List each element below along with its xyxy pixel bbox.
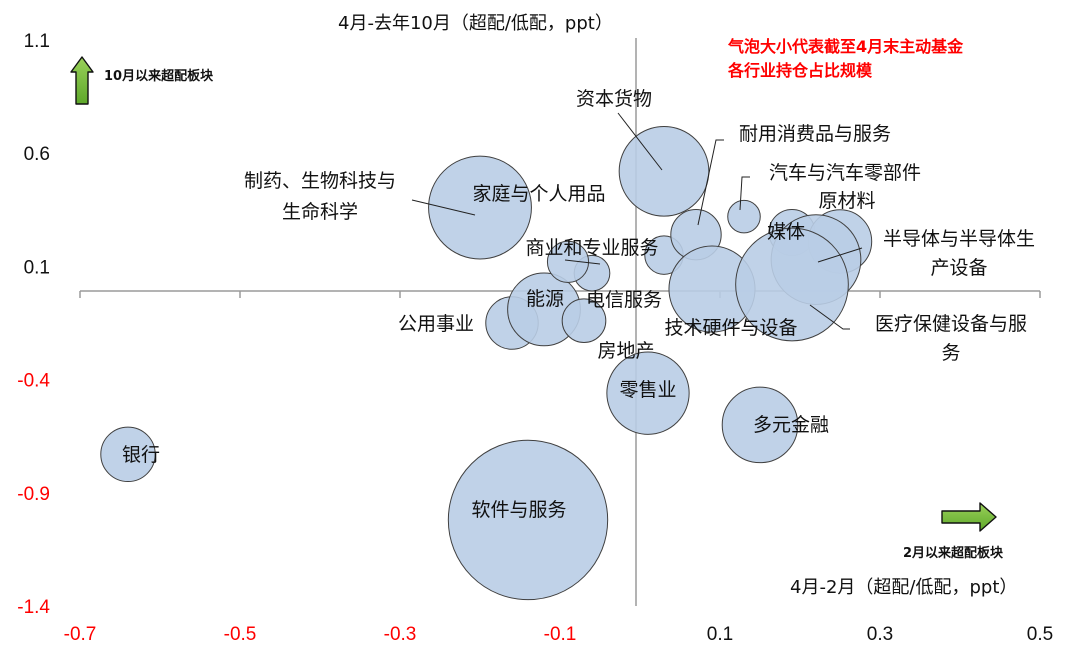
bubble: [606, 351, 690, 435]
bubble-label: 技术硬件与设备: [664, 317, 797, 339]
y-axis-title: 4月-去年10月（超配/低配，ppt）: [338, 13, 613, 34]
leader-line: [697, 139, 724, 226]
bubble-label: 汽车与汽车零部件: [769, 162, 921, 184]
y-tick-label: -1.4: [17, 597, 50, 618]
y-tick-label: -0.4: [17, 371, 50, 392]
leader-lines: [411, 112, 863, 330]
y-tick-label: -0.9: [17, 484, 50, 505]
x-tick-labels: -0.7 -0.5 -0.3 -0.1 0.1 0.3 0.5: [64, 624, 1054, 645]
bubble: [618, 125, 710, 217]
bubble-label: 公用事业: [398, 313, 474, 335]
bubble: [727, 199, 761, 234]
leader-line: [809, 304, 850, 330]
bubble-label: 零售业: [619, 379, 676, 401]
bubble-label: 能源: [526, 288, 564, 310]
leader-line: [564, 259, 601, 265]
right-arrow-icon: [941, 502, 997, 532]
bubble-label: 医疗保健设备与服: [875, 313, 1027, 335]
bubble-label: 软件与服务: [471, 499, 566, 521]
y-tick-label: 1.1: [24, 31, 50, 52]
right-arrow-label: 2月以来超配板块: [903, 545, 1004, 561]
x-tick-label: -0.1: [544, 624, 577, 645]
bubble-label: 资本货物: [576, 88, 652, 110]
bubbles: [100, 125, 873, 601]
y-tick-label: 0.1: [24, 257, 50, 278]
x-tick-label: 0.3: [867, 624, 893, 645]
bubble-label: 多元金融: [753, 414, 829, 436]
up-arrow-label: 10月以来超配板块: [104, 68, 214, 84]
bubble-label: 耐用消费品与服务: [739, 123, 891, 145]
bubble: [100, 426, 156, 483]
y-tick-label: 0.6: [24, 144, 50, 165]
bubble: [721, 386, 799, 464]
bubble: [447, 439, 609, 601]
bubble-label: 房地产: [597, 340, 654, 362]
x-tick-label: -0.7: [64, 624, 97, 645]
bubble: [561, 298, 607, 344]
leader-line: [817, 247, 863, 263]
bubble-label: 银行: [122, 444, 160, 466]
x-tick-label: 0.1: [707, 624, 733, 645]
x-tick-label: -0.5: [224, 624, 257, 645]
y-tick-labels: 1.1 0.6 0.1 -0.4 -0.9 -1.4: [17, 31, 50, 618]
leader-line: [739, 176, 750, 211]
leader-line: [617, 112, 663, 171]
x-tick-label: 0.5: [1027, 624, 1053, 645]
bubble-label: 商业和专业服务: [525, 237, 658, 259]
bubble-label: 务: [941, 342, 960, 364]
bubble-label: 制药、生物科技与: [244, 170, 396, 192]
up-arrow-icon: [70, 56, 94, 105]
bubble-label: 产设备: [930, 257, 987, 279]
bubble: [428, 155, 532, 260]
x-axis-title: 4月-2月（超配/低配，ppt）: [790, 577, 1017, 598]
bubble-label: 半导体与半导体生: [883, 228, 1035, 250]
bubble: [546, 240, 590, 283]
bubble-label: 电信服务: [586, 289, 662, 311]
bubble-label: 原材料: [818, 190, 875, 212]
leader-line: [411, 199, 476, 216]
size-note: 气泡大小代表截至4月末主动基金各行业持仓占比规模: [727, 37, 964, 80]
bubble-label: 媒体: [767, 221, 805, 243]
x-tick-label: -0.3: [384, 624, 417, 645]
bubble-label: 生命科学: [282, 201, 358, 223]
bubble-label: 家庭与个人用品: [472, 183, 605, 205]
